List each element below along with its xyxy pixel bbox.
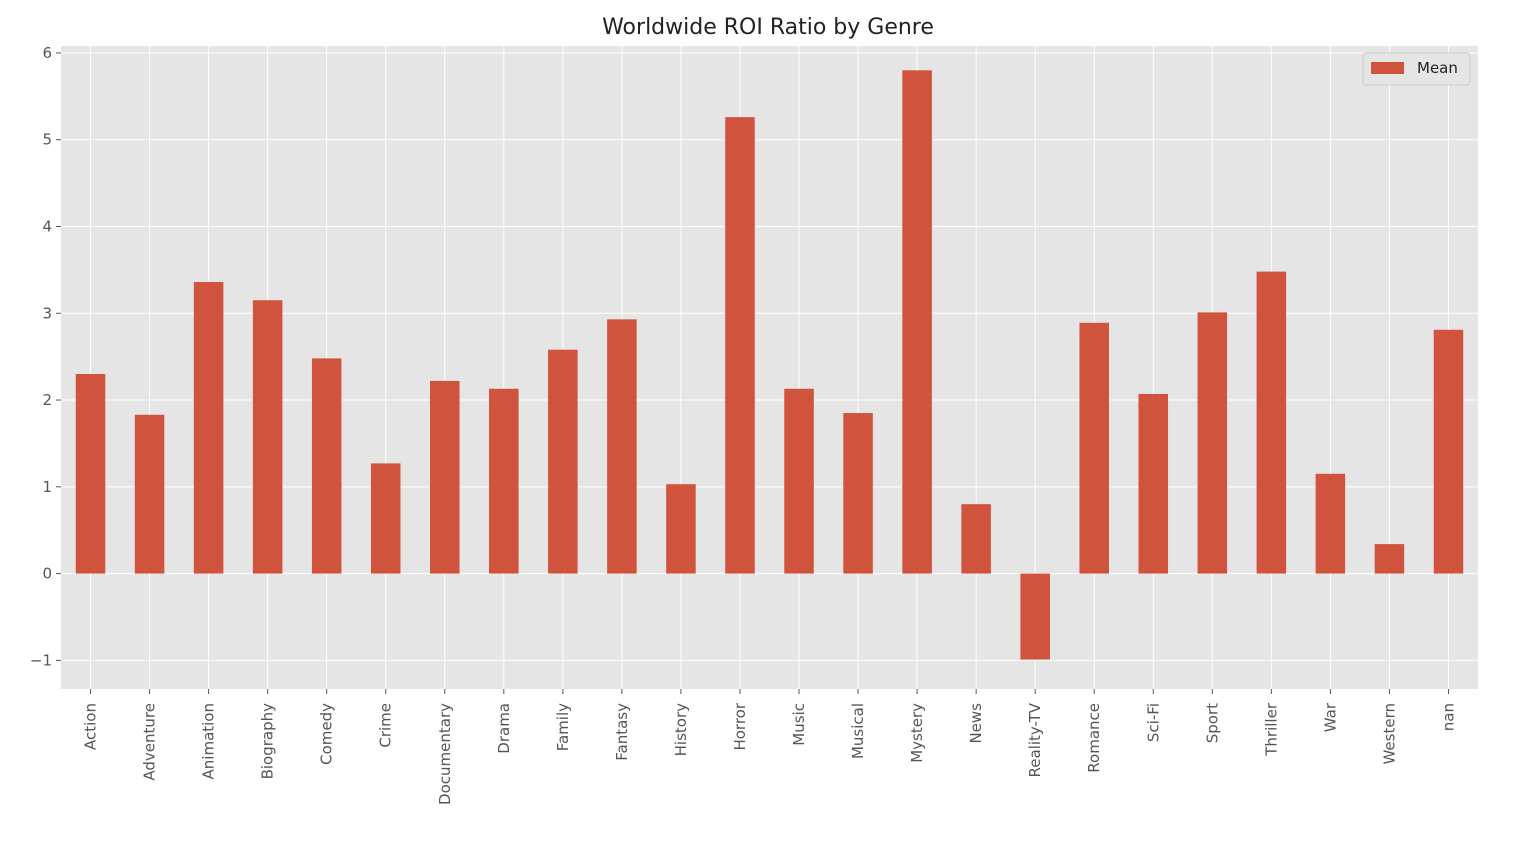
- x-tick-label: News: [967, 703, 985, 744]
- x-tick-label: Reality-TV: [1026, 702, 1044, 777]
- y-tick-label: 5: [42, 131, 52, 149]
- x-tick-label: Animation: [200, 703, 218, 779]
- bar-crime: [370, 463, 401, 574]
- bar-horror: [725, 117, 755, 574]
- x-tick-label: Horror: [731, 702, 749, 750]
- x-tick-label: Comedy: [318, 703, 336, 765]
- bar-nan: [1433, 329, 1464, 574]
- bar-musical: [843, 413, 873, 574]
- y-tick-label: 1: [42, 478, 52, 496]
- x-tick-label: Fantasy: [613, 703, 631, 761]
- x-tick-label: History: [672, 703, 690, 756]
- x-tick-label: War: [1321, 702, 1339, 732]
- bar-fantasy: [607, 319, 637, 574]
- x-tick-label: nan: [1439, 703, 1457, 731]
- bar-biography: [252, 300, 283, 574]
- legend-box: [1362, 52, 1471, 86]
- y-tick-label: 2: [42, 391, 52, 409]
- x-tick-label: Family: [554, 703, 572, 751]
- x-tick-label: Sport: [1203, 703, 1221, 743]
- bars: [75, 70, 1464, 660]
- x-tick-label: Musical: [849, 703, 867, 759]
- legend-label-mean: Mean: [1417, 59, 1458, 77]
- bar-adventure: [134, 414, 165, 574]
- bar-news: [961, 504, 991, 574]
- bar-sci-fi: [1138, 393, 1169, 574]
- x-tick-label: Adventure: [141, 703, 159, 781]
- y-tick-label: −1: [30, 651, 52, 669]
- y-tick-label: 4: [42, 217, 52, 235]
- bar-western: [1374, 544, 1405, 574]
- bar-music: [784, 388, 814, 574]
- chart-title: Worldwide ROI Ratio by Genre: [602, 15, 934, 40]
- y-tick-label: 3: [42, 304, 52, 322]
- bar-documentary: [430, 380, 460, 574]
- x-tick-label: Action: [82, 703, 100, 750]
- bar-sport: [1197, 312, 1228, 574]
- bar-romance: [1079, 322, 1109, 574]
- bar-family: [548, 349, 578, 574]
- bar-reality-tv: [1020, 573, 1050, 660]
- x-tick-label: Romance: [1085, 703, 1103, 773]
- legend: Mean: [1362, 52, 1471, 86]
- x-tick-label: Thriller: [1262, 702, 1280, 757]
- legend-swatch: [1371, 62, 1404, 74]
- x-tick-label: Western: [1380, 703, 1398, 765]
- x-tick-label: Documentary: [436, 703, 454, 805]
- bar-drama: [489, 388, 519, 574]
- y-tick-label: 6: [42, 44, 52, 62]
- plot-area: −1 0 1 2 3 4 5 6 Action Adventure Animation Biogra…: [30, 44, 1478, 805]
- x-axis-ticks: Action Adventure Animation Biography Comedy C…: [82, 689, 1457, 805]
- bar-war: [1315, 473, 1346, 574]
- x-tick-label: Sci-Fi: [1144, 703, 1162, 742]
- bar-history: [666, 484, 696, 574]
- bar-thriller: [1256, 271, 1287, 574]
- plot-background: [61, 46, 1478, 689]
- bar-comedy: [311, 358, 342, 574]
- y-axis-ticks: −1 0 1 2 3 4 5 6: [30, 44, 61, 669]
- bar-action: [75, 374, 106, 574]
- x-tick-label: Drama: [495, 703, 513, 754]
- x-tick-label: Music: [790, 703, 808, 746]
- y-tick-label: 0: [42, 565, 52, 583]
- x-tick-label: Mystery: [908, 703, 926, 763]
- x-tick-label: Biography: [259, 703, 277, 780]
- bar-animation: [193, 282, 224, 574]
- bar-mystery: [902, 70, 932, 574]
- x-tick-label: Crime: [377, 703, 395, 748]
